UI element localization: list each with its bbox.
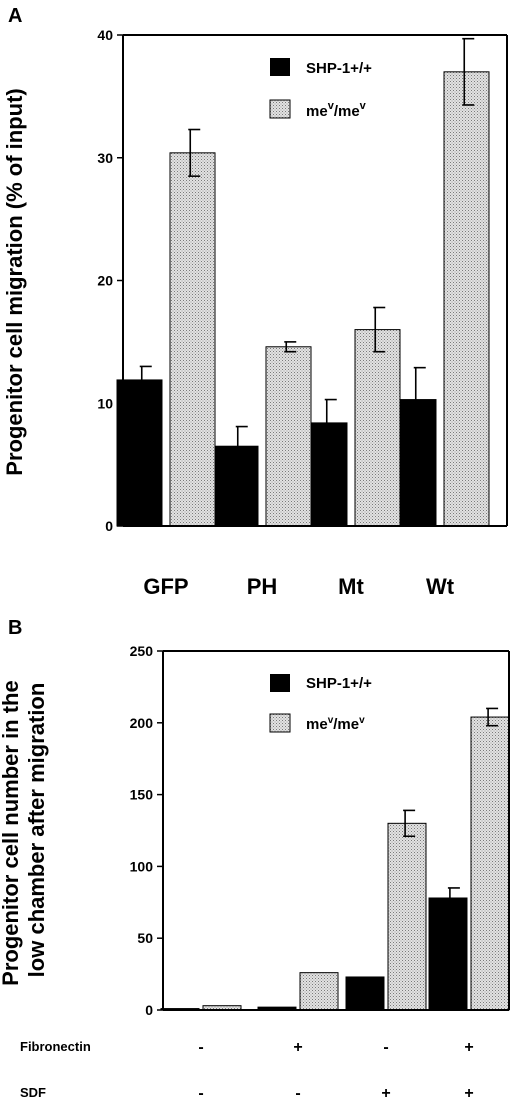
panel-b-bar-mev	[387, 822, 427, 1011]
panel-b-legend-mev-sup2: v	[359, 715, 365, 726]
panel-a-legend: SHP-1+/+ mev/mev	[269, 58, 372, 120]
panel-b-bar-shp1	[428, 897, 468, 1011]
panel-b-legend-mev-part2: /me	[333, 716, 359, 733]
panel-b-factor-sign: -	[295, 1085, 300, 1102]
panel-b-factor-sign: -	[383, 1039, 388, 1056]
panel-a-y-tick-label: 40	[97, 27, 113, 43]
panel-b-y-axis-title: Progenitor cell number in the low chambe…	[0, 674, 49, 986]
panel-a-y-tick-label: 20	[97, 273, 113, 289]
panel-b-y-ticks: 0 50 100 150 200 250	[130, 643, 163, 1018]
panel-a-category-label: Wt	[426, 574, 455, 599]
panel-a-legend-mev-sup1: v	[328, 100, 335, 112]
panel-b-y-tick-label: 150	[130, 787, 154, 803]
panel-b-factor-sign: -	[198, 1085, 203, 1102]
panel-b-y-axis-title-line1: Progenitor cell number in the	[0, 680, 23, 986]
panel-b-y-tick-label: 0	[145, 1002, 153, 1018]
panel-b-factor-table: Fibronectin - + - + SDF - - + +	[20, 1039, 474, 1102]
panel-b-factor-sign: +	[381, 1085, 390, 1102]
panel-b-y-tick-label: 200	[130, 715, 154, 731]
panel-b-legend-mev-sup1: v	[328, 715, 334, 726]
panel-a-legend-swatch-mev	[269, 99, 291, 119]
panel-a-y-tick-label: 30	[97, 150, 113, 166]
panel-b-legend-swatch-shp1	[270, 674, 290, 692]
panel-a-letter: A	[8, 5, 22, 27]
panel-b-factor-label: SDF	[20, 1085, 46, 1100]
panel-a-y-tick-label: 0	[105, 518, 113, 534]
panel-a-category-label: Mt	[338, 574, 364, 599]
panel-a-y-tick-label: 10	[97, 395, 113, 411]
panel-b-y-tick-label: 250	[130, 643, 154, 659]
panel-b-factor-sign: +	[464, 1085, 473, 1102]
panel-a-legend-swatch-shp1	[270, 58, 290, 76]
panel-a-bar-shp1	[212, 445, 259, 527]
panel-b-factor-sign: -	[198, 1039, 203, 1056]
panel-b-axis-frame	[162, 650, 510, 1011]
panel-a-category-labels: GFP PH Mt Wt	[143, 574, 454, 599]
panel-a-bar-mev	[354, 329, 401, 527]
panel-b-bar-mev	[299, 972, 339, 1011]
panel-a-category-label: GFP	[143, 574, 188, 599]
panel-b-y-axis-title-line2: low chamber after migration	[24, 683, 49, 978]
panel-a-category-label: PH	[247, 574, 278, 599]
panel-a-legend-mev-sup2: v	[360, 100, 367, 112]
panel-b-factor-label: Fibronectin	[20, 1039, 91, 1054]
panel-a-bar-mev	[169, 152, 216, 527]
panel-a-bar-mev	[443, 71, 490, 527]
panel-a-legend-label-mev: mev/mev	[306, 100, 367, 120]
panel-b-bars	[160, 707, 510, 1011]
panel-b-factor-sign: +	[293, 1039, 302, 1056]
panel-b-letter: B	[8, 617, 22, 639]
panel-b-y-tick-label: 50	[137, 930, 153, 946]
panel-a-y-ticks: 0 10 20 30 40	[97, 27, 123, 534]
panel-b-bar-mev	[470, 716, 510, 1011]
panel-b-legend: SHP-1+/+ mev/mev	[269, 674, 372, 733]
panel-b-y-tick-label: 100	[130, 858, 154, 874]
panel-a-bar-mev	[265, 346, 312, 527]
panel-a-y-axis-title: Progenitor cell migration (% of input)	[2, 88, 27, 475]
panel-b-bar-shp1	[345, 976, 385, 1011]
panel-b-factor-sign: +	[464, 1039, 473, 1056]
panel-a-legend-mev-part2: /me	[334, 103, 360, 120]
panel-b-legend-label-mev: mev/mev	[306, 715, 365, 733]
panel-b-legend-swatch-mev	[269, 713, 291, 733]
panel-a-bars	[116, 37, 490, 527]
panel-a-legend-mev-part1: me	[306, 103, 328, 120]
panel-a-legend-label-shp1: SHP-1+/+	[306, 60, 372, 77]
panel-b-legend-label-shp1: SHP-1+/+	[306, 675, 372, 692]
panel-a-bar-shp1	[116, 379, 163, 527]
panel-a-axis-frame	[122, 34, 508, 527]
panel-b-legend-mev-part1: me	[306, 716, 328, 733]
